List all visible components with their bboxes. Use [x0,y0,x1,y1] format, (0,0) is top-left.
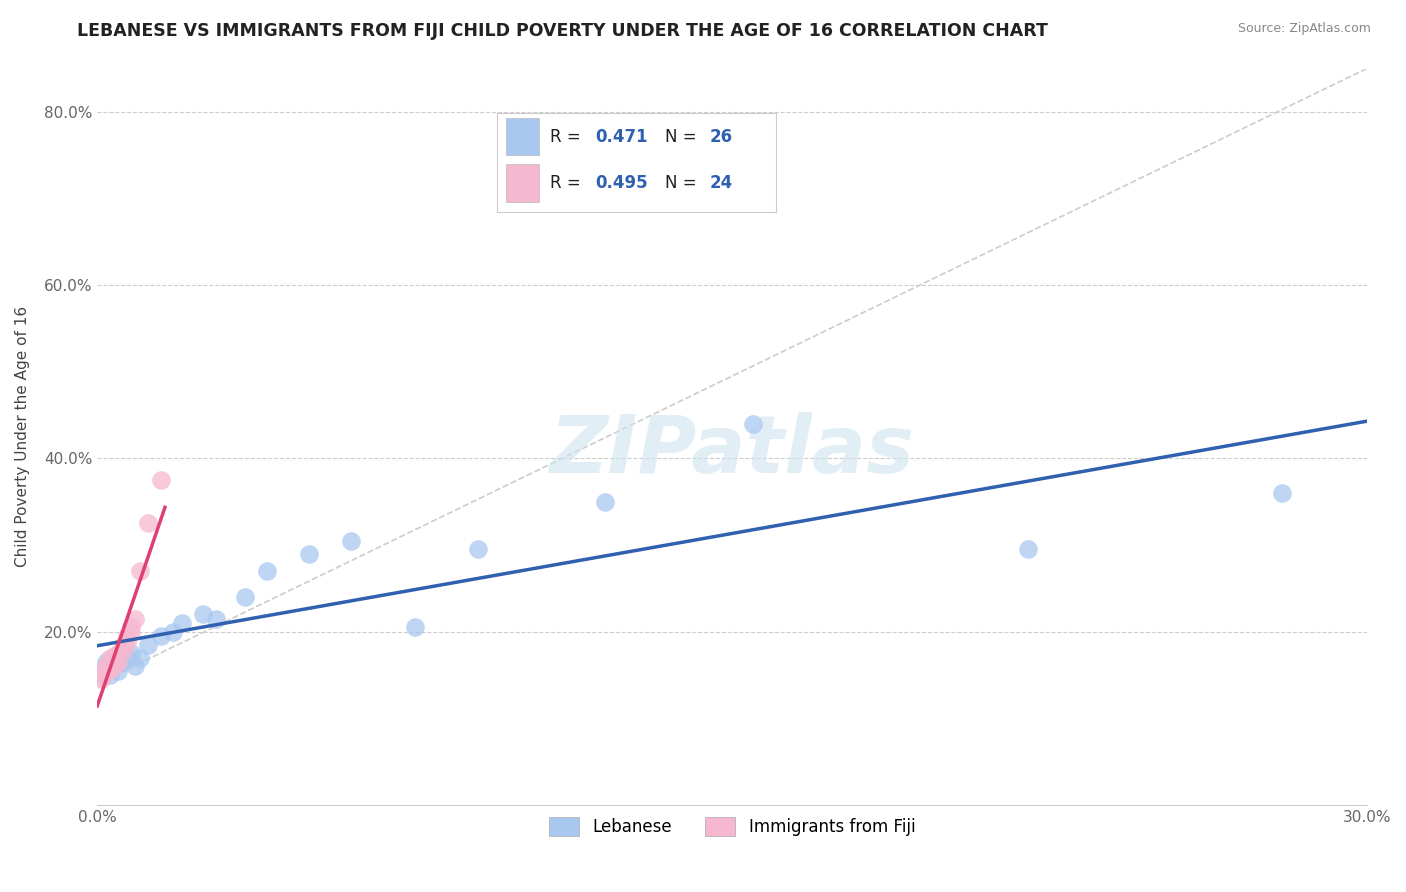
Point [98,657,121,671]
Point [103,648,125,663]
Point [136,516,159,531]
Point [103,659,125,673]
Point [107,655,129,669]
Point [120,626,142,640]
Point [404,620,426,634]
Point [149,473,172,487]
Legend: Lebanese, Immigrants from Fiji: Lebanese, Immigrants from Fiji [540,809,924,845]
Point [162,624,184,639]
Text: Source: ZipAtlas.com: Source: ZipAtlas.com [1237,22,1371,36]
Point [298,547,321,561]
Point [742,417,765,431]
Point [103,654,125,668]
Point [204,612,226,626]
Point [98,650,121,665]
Point [120,646,142,660]
Point [111,655,134,669]
Point [120,620,142,634]
Text: ZIPatlas: ZIPatlas [550,412,914,491]
Point [94,665,117,679]
Point [115,635,138,649]
Y-axis label: Child Poverty Under the Age of 16: Child Poverty Under the Age of 16 [15,306,30,567]
Point [128,564,150,578]
Point [124,612,146,626]
Point [111,638,134,652]
Point [98,668,121,682]
Point [115,650,138,665]
Point [149,629,172,643]
Point [107,664,129,678]
Point [115,629,138,643]
Point [191,607,214,622]
Point [256,564,278,578]
Point [94,661,117,675]
Point [340,533,363,548]
Point [90,670,112,684]
Point [103,659,125,673]
Point [124,659,146,673]
Point [90,666,112,681]
Point [136,638,159,652]
Point [467,542,489,557]
Point [94,655,117,669]
Point [107,646,129,660]
Point [111,644,134,658]
Point [90,673,112,687]
Point [170,615,193,630]
Point [1271,486,1294,500]
Point [1017,542,1039,557]
Point [90,664,112,678]
Point [128,650,150,665]
Point [235,590,257,604]
Text: LEBANESE VS IMMIGRANTS FROM FIJI CHILD POVERTY UNDER THE AGE OF 16 CORRELATION C: LEBANESE VS IMMIGRANTS FROM FIJI CHILD P… [77,22,1049,40]
Point [593,494,616,508]
Point [94,658,117,673]
Point [98,663,121,677]
